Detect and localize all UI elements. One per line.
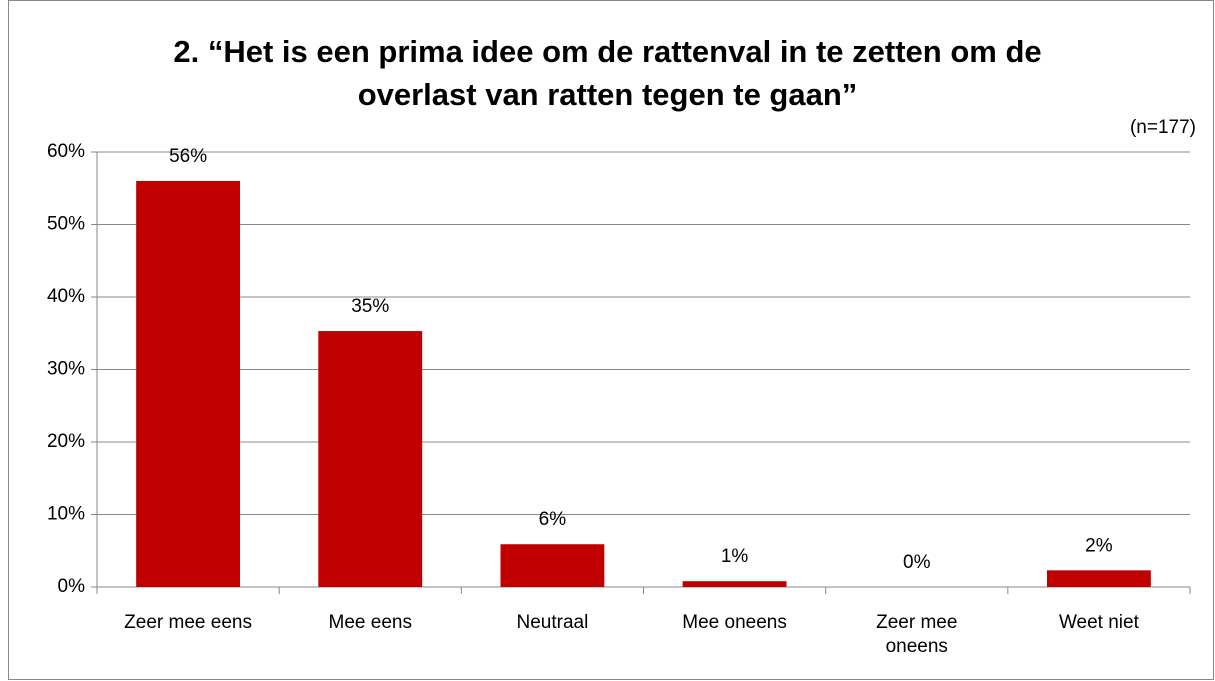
bar [318, 331, 423, 587]
y-tick-label: 30% [47, 359, 85, 380]
x-tick-label: Weet niet [1058, 612, 1139, 633]
annotation: (n=177) [1130, 117, 1196, 138]
data-label: 6% [539, 509, 567, 530]
y-tick-label: 0% [58, 576, 86, 597]
x-tick-label: Zeer mee eens [124, 612, 252, 633]
y-tick-label: 20% [47, 431, 85, 452]
x-tick-label: Mee oneens [682, 612, 787, 633]
y-tick-label: 40% [47, 286, 85, 307]
y-tick-label: 10% [47, 504, 85, 525]
chart-title: 2. “Het is een prima idee om de rattenva… [173, 34, 1042, 113]
bar [1046, 570, 1151, 587]
data-label: 2% [1085, 535, 1113, 556]
y-tick-label: 60% [47, 141, 85, 162]
data-label: 1% [721, 546, 749, 567]
x-tick-label: Mee eens [328, 612, 412, 633]
x-tick-label: Zeer mee oneens [876, 612, 958, 657]
x-tick-label: Neutraal [516, 612, 589, 633]
y-tick-label: 50% [47, 214, 85, 235]
bar [136, 181, 241, 587]
chart-frame [8, 0, 1214, 680]
bar [500, 544, 605, 587]
data-label: 56% [169, 146, 207, 167]
data-label: 0% [903, 552, 931, 573]
bar [682, 581, 787, 587]
data-label: 35% [351, 296, 389, 317]
